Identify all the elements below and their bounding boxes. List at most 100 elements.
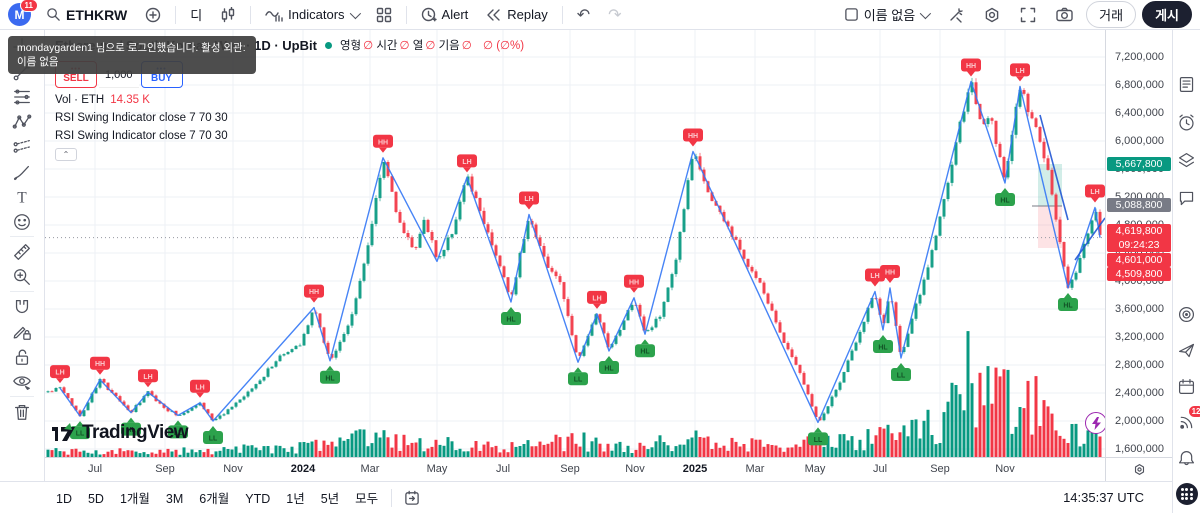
settings-button[interactable] <box>977 4 1007 26</box>
emoji-tool-button[interactable] <box>5 209 39 234</box>
candlestick-icon <box>221 6 235 22</box>
range-button-5D[interactable]: 5D <box>87 491 104 506</box>
price-badge: 5,088,800 <box>1107 198 1171 212</box>
user-avatar[interactable]: M 11 <box>8 0 38 26</box>
swing-marker-sell[interactable]: HH <box>624 274 644 293</box>
trade-button[interactable]: 거래 <box>1086 1 1137 28</box>
remove-objects-button[interactable] <box>5 399 39 424</box>
indicator-legend-row-2[interactable]: RSI Swing Indicator close 7 70 30 <box>55 130 524 142</box>
swing-marker-sell[interactable]: LH <box>519 191 539 210</box>
layout-select[interactable]: 이름 없음 <box>837 2 935 27</box>
range-button-3M[interactable]: 3M <box>165 491 184 506</box>
axis-settings-cell[interactable] <box>1105 457 1172 481</box>
measure-tool-button[interactable] <box>5 239 39 264</box>
swing-marker-sell[interactable]: LH <box>587 290 607 309</box>
swing-marker-sell[interactable]: LH <box>1085 184 1105 203</box>
range-button-모두[interactable]: 모두 <box>355 491 379 506</box>
add-symbol-button[interactable] <box>138 4 168 26</box>
ruler-icon <box>14 243 30 260</box>
undo-button[interactable]: ↶ <box>570 2 597 28</box>
swing-marker-buy[interactable]: LL <box>70 421 90 440</box>
range-button-1년[interactable]: 1년 <box>286 491 305 506</box>
price-chart[interactable]: LH LL HH HL LH LL LH LL HH <box>45 30 1105 457</box>
indicators-button[interactable]: Indicators <box>258 4 364 26</box>
plus-circle-icon <box>145 7 161 22</box>
notifications-button[interactable] <box>1175 446 1199 470</box>
emoji-icon <box>14 213 30 230</box>
go-to-date-button[interactable] <box>397 487 427 509</box>
chart-type-button[interactable] <box>213 4 243 26</box>
volume-legend-row[interactable]: Vol · ETH 14.35 K <box>55 94 524 106</box>
rail-divider <box>10 236 34 237</box>
toast-line-1: mondaygarden1 님으로 로그인했습니다. 활성 외관: <box>17 42 246 54</box>
brush-tool-button[interactable] <box>5 159 39 184</box>
swing-marker-buy[interactable]: HL <box>995 188 1015 206</box>
swing-marker-sell[interactable]: LH <box>50 365 70 384</box>
range-button-1개월[interactable]: 1개월 <box>119 491 150 506</box>
layout-name-label: 이름 없음 <box>863 8 916 23</box>
time-axis[interactable]: Jul Sep Nov 2024 Mar May Jul Sep Nov 2025 Mar May Ju… <box>45 457 1105 481</box>
range-button-6개월[interactable]: 6개월 <box>199 491 230 506</box>
collapse-legend-button[interactable]: ⌃ <box>55 148 77 161</box>
price-axis[interactable]: 7,200,0006,800,0006,400,0006,000,0005,60… <box>1105 30 1172 457</box>
object-tree-button[interactable] <box>1175 148 1199 172</box>
utc-clock[interactable]: 14:35:37 UTC <box>1063 490 1144 505</box>
indicator-legend-row-1[interactable]: RSI Swing Indicator close 7 70 30 <box>55 112 524 124</box>
swing-marker-sell[interactable]: LH <box>138 369 158 388</box>
swing-marker-buy[interactable]: HL <box>599 356 619 374</box>
hide-drawings-button[interactable] <box>5 369 39 394</box>
swing-marker-buy[interactable]: HL <box>501 307 521 325</box>
text-tool-button[interactable]: T <box>5 184 39 209</box>
redo-button[interactable]: ↷ <box>601 2 628 28</box>
lock-all-drawings-button[interactable] <box>5 344 39 369</box>
quick-search-button[interactable] <box>941 4 971 26</box>
calendar-button[interactable] <box>1175 374 1199 398</box>
swing-marker-buy[interactable]: LL <box>891 363 911 381</box>
swing-marker-sell[interactable]: HH <box>683 128 703 147</box>
quick-action-button[interactable] <box>1085 412 1107 434</box>
drawing-mode-lock-button[interactable] <box>5 319 39 344</box>
fib-tool-button[interactable] <box>5 84 39 109</box>
replay-button[interactable]: Replay <box>479 4 554 25</box>
range-button-YTD[interactable]: YTD <box>245 491 271 506</box>
swing-marker-buy[interactable]: HL <box>320 365 340 384</box>
swing-marker-sell[interactable]: LH <box>457 154 477 173</box>
swing-marker-sell[interactable]: HH <box>373 134 393 153</box>
swing-marker-buy[interactable]: LL <box>568 367 588 386</box>
hotlists-button[interactable] <box>1175 302 1199 326</box>
chart-area[interactable]: TradingView LH LL HH HL LH LL LH L <box>45 30 1107 457</box>
swing-marker-sell[interactable]: LH <box>190 379 210 398</box>
swing-marker-sell[interactable]: HH <box>90 356 110 375</box>
zoom-in-tool-button[interactable] <box>5 264 39 289</box>
swing-marker-buy[interactable]: HL <box>1058 293 1078 311</box>
forecast-tool-button[interactable] <box>5 134 39 159</box>
range-button-1D[interactable]: 1D <box>56 491 72 506</box>
news-button[interactable]: 12 <box>1175 405 1200 434</box>
apps-menu-button[interactable] <box>1175 482 1199 506</box>
publish-button[interactable]: 게시 <box>1142 1 1192 28</box>
swing-marker-sell[interactable]: HH <box>961 58 981 77</box>
magnet-tool-button[interactable] <box>5 294 39 319</box>
swing-marker-buy[interactable]: LL <box>203 426 223 444</box>
swing-marker-buy[interactable]: HL <box>873 335 893 353</box>
alerts-button[interactable] <box>1175 110 1199 134</box>
swing-marker-buy[interactable]: HL <box>121 417 141 436</box>
fullscreen-button[interactable] <box>1013 4 1043 26</box>
swing-marker-sell[interactable]: HH <box>304 284 324 303</box>
snapshot-button[interactable] <box>1049 4 1080 25</box>
layout-grid-button[interactable] <box>369 4 399 26</box>
alert-button[interactable]: Alert <box>414 4 476 26</box>
interval-button[interactable]: 디 <box>183 2 209 27</box>
swing-marker-buy[interactable]: HL <box>635 339 655 358</box>
swing-marker-buy[interactable]: LL <box>168 420 188 439</box>
toolbar-divider <box>405 5 407 24</box>
swing-marker-sell[interactable]: LH <box>1010 63 1030 82</box>
swing-marker-sell[interactable]: HH <box>880 265 900 283</box>
symbol-search-button[interactable]: ETHKRW <box>39 4 134 26</box>
ideas-button[interactable] <box>1175 338 1199 362</box>
swing-marker-buy[interactable]: LL <box>808 427 828 446</box>
range-button-5년[interactable]: 5년 <box>320 491 340 506</box>
watchlist-button[interactable] <box>1175 72 1199 96</box>
pattern-tool-button[interactable] <box>5 109 39 134</box>
chat-button[interactable] <box>1175 186 1199 210</box>
